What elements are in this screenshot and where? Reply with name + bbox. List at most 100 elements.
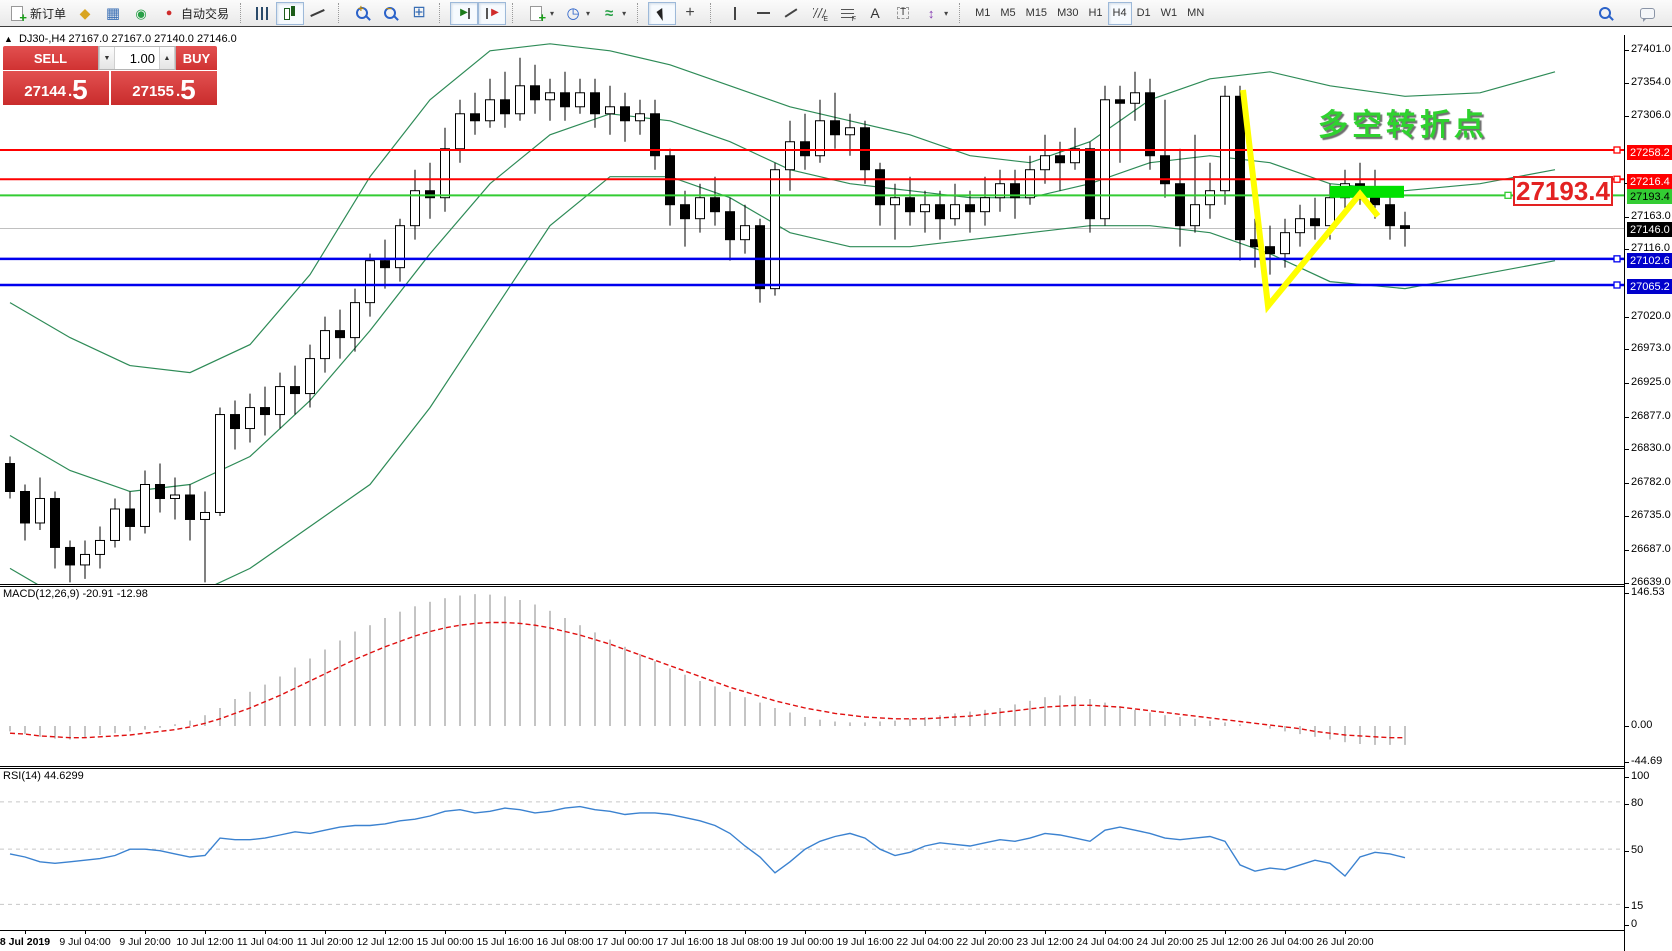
time-axis-label: 26 Jul 04:00	[1256, 936, 1314, 948]
tile-windows-button[interactable]	[405, 2, 433, 25]
hline-handle[interactable]	[1613, 146, 1621, 154]
horizontal-price-lines[interactable]	[0, 146, 1624, 289]
time-tick-mark	[1045, 931, 1046, 934]
time-tick-mark	[1285, 931, 1286, 934]
timeframe-m1-button[interactable]: M1	[975, 7, 991, 19]
price-badge-27216.4: 27216.4	[1627, 174, 1672, 189]
toolbar-separator	[439, 3, 446, 23]
rsi-pane-canvas[interactable]	[0, 770, 1624, 930]
fibonacci-button[interactable]	[833, 2, 861, 25]
market-watch-button[interactable]	[71, 2, 99, 25]
buy-button[interactable]: BUY	[176, 46, 217, 70]
highlight-rect[interactable]	[1330, 185, 1404, 198]
axis-tick-mark	[1625, 516, 1629, 517]
open-charts-button[interactable]	[99, 2, 127, 25]
volume-increase-button[interactable]: ▲	[159, 47, 175, 69]
buy-price-button[interactable]: 27155. 5	[111, 71, 217, 105]
time-axis-label: 17 Jul 00:00	[596, 936, 654, 948]
gold-chart-icon	[76, 5, 94, 22]
time-tick-mark	[505, 931, 506, 934]
axis-tick-mark	[1625, 116, 1629, 117]
price-axis-label: 26735.0	[1631, 509, 1671, 521]
crosshair-button[interactable]	[676, 2, 704, 25]
yellow-trendline-annotation[interactable]	[1240, 89, 1381, 314]
macd-axis-label: -44.69	[1631, 755, 1663, 767]
hline-handle[interactable]	[1613, 281, 1621, 289]
timeframe-mn-button[interactable]: MN	[1187, 7, 1205, 19]
signal-icon	[132, 5, 150, 22]
auto-scroll-button[interactable]	[450, 1, 479, 25]
chart-shift-icon	[483, 5, 501, 22]
time-tick-mark	[265, 931, 266, 934]
timeframe-h4-button[interactable]: H4	[1107, 1, 1132, 25]
volume-decrease-button[interactable]: ▼	[99, 47, 115, 69]
periods-button[interactable]: ▾	[559, 2, 595, 25]
new-order-button[interactable]: 新订单	[4, 2, 71, 25]
time-tick-mark	[445, 931, 446, 934]
time-tick-mark	[385, 931, 386, 934]
zoom-in-button[interactable]	[349, 2, 377, 25]
chart-shift-button[interactable]	[478, 1, 507, 25]
hline-handle[interactable]	[1613, 175, 1621, 183]
main-chart-canvas[interactable]	[0, 35, 1624, 584]
horizontal-line-button[interactable]	[749, 2, 777, 25]
price-callout-box[interactable]: 27193.4	[1513, 176, 1613, 206]
sell-price-big-digit: 5	[72, 74, 88, 105]
candlestick-button[interactable]	[276, 1, 305, 25]
search-button[interactable]	[1592, 2, 1620, 25]
volume-input[interactable]: 1.00	[129, 50, 155, 66]
open-charts-icon	[104, 5, 122, 22]
indicators-button[interactable]: ▾	[595, 2, 631, 25]
price-axis-label: 26782.0	[1631, 476, 1671, 488]
sell-button[interactable]: SELL	[3, 46, 98, 70]
timeframe-m30-button[interactable]: M30	[1057, 7, 1079, 19]
price-badge-27258.2: 27258.2	[1627, 145, 1672, 160]
price-axis[interactable]: 27401.027354.027306.027211.027163.027116…	[1624, 35, 1672, 951]
axis-tick-mark	[1625, 593, 1629, 594]
equidistant-channel-button[interactable]	[805, 2, 833, 25]
templates-button[interactable]: ▾	[523, 2, 559, 25]
autotrade-button[interactable]: 自动交易	[155, 2, 234, 25]
pane-separator[interactable]	[0, 768, 1624, 769]
chat-button[interactable]	[1634, 2, 1662, 25]
time-tick-mark	[985, 931, 986, 934]
cursor-button[interactable]	[648, 1, 677, 25]
hline-handle[interactable]	[1504, 191, 1512, 199]
turning-point-annotation[interactable]: 多空转折点	[1318, 109, 1488, 142]
toolbar-separator	[512, 3, 519, 23]
timeframe-m15-button[interactable]: M15	[1025, 7, 1048, 19]
vertical-line-button[interactable]	[721, 2, 749, 25]
text-button[interactable]	[861, 2, 889, 25]
timeframe-h1-button[interactable]: H1	[1088, 7, 1103, 19]
pane-separator[interactable]	[0, 766, 1624, 767]
bar-chart-button[interactable]	[251, 2, 276, 25]
hline-handle[interactable]	[1613, 255, 1621, 263]
time-axis[interactable]: 8 Jul 2019 9 Jul 04:00 9 Jul 20:00 10 Jul 1…	[0, 931, 1624, 951]
price-axis-label: 26830.0	[1631, 442, 1671, 454]
time-tick-mark	[685, 931, 686, 934]
macd-pane-canvas[interactable]	[0, 588, 1624, 766]
zoom-out-button[interactable]	[377, 2, 405, 25]
time-axis-label: 15 Jul 00:00	[416, 936, 474, 948]
axis-tick-mark	[1625, 349, 1629, 350]
price-axis-label: 27401.0	[1631, 43, 1671, 55]
trendline-button[interactable]	[777, 2, 805, 25]
pane-separator[interactable]	[0, 584, 1624, 585]
time-axis-label: 22 Jul 20:00	[956, 936, 1014, 948]
price-badge-27146.0: 27146.0	[1627, 222, 1672, 237]
line-chart-button[interactable]	[304, 2, 332, 25]
timeframe-m5-button[interactable]: M5	[1000, 7, 1016, 19]
collapse-arrow-icon[interactable]: ▲	[4, 34, 13, 44]
timeframe-d1-button[interactable]: D1	[1136, 7, 1151, 19]
time-axis-label: 25 Jul 12:00	[1196, 936, 1254, 948]
timeframe-w1-button[interactable]: W1	[1160, 7, 1178, 19]
sell-price-button[interactable]: 27144. 5	[3, 71, 109, 105]
line-chart-icon	[309, 5, 327, 22]
zoom-in-icon	[354, 5, 372, 22]
text-label-button[interactable]	[889, 2, 917, 25]
pane-separator[interactable]	[0, 586, 1624, 587]
arrows-button[interactable]: ▾	[917, 2, 953, 25]
price-axis-label: 26877.0	[1631, 410, 1671, 422]
axis-tick-mark	[1625, 383, 1629, 384]
signals-button[interactable]	[127, 2, 155, 25]
